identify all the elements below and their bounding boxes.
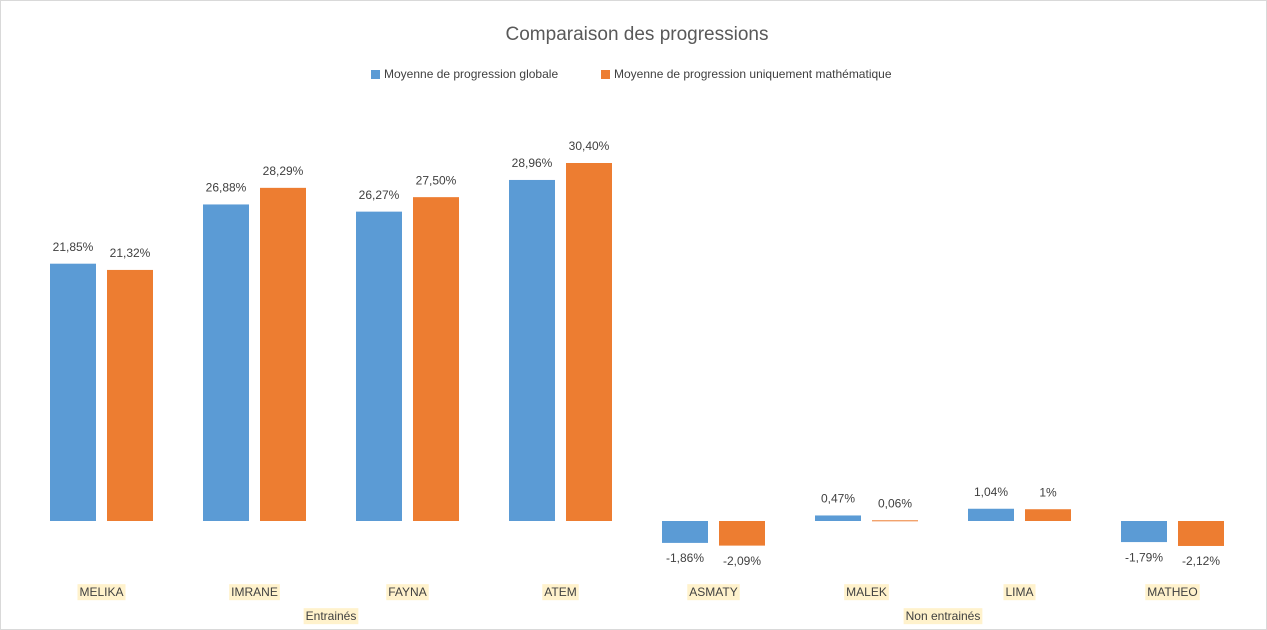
legend-label: Moyenne de progression globale bbox=[384, 67, 558, 81]
x-tick-label-bg bbox=[77, 584, 126, 601]
bar bbox=[1025, 509, 1071, 521]
data-label: 0,47% bbox=[821, 492, 855, 506]
data-label: -2,12% bbox=[1182, 554, 1220, 568]
data-label: 26,27% bbox=[359, 188, 400, 202]
x-tick-label-bg bbox=[386, 584, 429, 601]
bar bbox=[662, 521, 708, 543]
x-tick-label: MALEK bbox=[846, 585, 887, 599]
data-label: 0,06% bbox=[878, 496, 912, 510]
x-tick-label: LIMA bbox=[1005, 585, 1033, 599]
x-tick-label-bg bbox=[844, 584, 889, 601]
bar bbox=[50, 263, 96, 521]
bar bbox=[413, 197, 459, 522]
bar bbox=[566, 163, 612, 521]
data-label: 21,85% bbox=[53, 240, 94, 254]
data-label: 28,29% bbox=[263, 164, 304, 178]
legend-label: Moyenne de progression uniquement mathém… bbox=[614, 67, 892, 81]
x-tick-label: ATEM bbox=[544, 585, 576, 599]
bar bbox=[815, 515, 861, 521]
legend-swatch bbox=[371, 70, 380, 79]
x-tick-label-bg bbox=[1145, 584, 1200, 601]
data-label: 27,50% bbox=[416, 173, 457, 187]
bar bbox=[356, 211, 402, 522]
bar bbox=[719, 521, 765, 546]
x-tick-label-bg bbox=[687, 584, 740, 601]
chart-title: Comparaison des progressions bbox=[506, 24, 769, 45]
bar bbox=[968, 508, 1014, 521]
x-tick-label: FAYNA bbox=[388, 585, 426, 599]
bar bbox=[509, 179, 555, 522]
x-tick-label-bg bbox=[542, 584, 579, 601]
x-tick-label: IMRANE bbox=[231, 585, 278, 599]
group-label-bg bbox=[303, 608, 359, 625]
x-tick-label: ASMATY bbox=[689, 585, 737, 599]
data-label: 26,88% bbox=[206, 181, 247, 195]
bar bbox=[1178, 521, 1224, 546]
group-label: Non entrainés bbox=[906, 609, 981, 623]
bar bbox=[1121, 521, 1167, 543]
bar bbox=[203, 204, 249, 521]
x-tick-label-bg bbox=[1003, 584, 1036, 601]
data-label: 1% bbox=[1039, 485, 1057, 499]
bar bbox=[107, 269, 153, 521]
data-label: 21,32% bbox=[110, 246, 151, 260]
x-tick-label: MELIKA bbox=[79, 585, 123, 599]
data-label: -1,86% bbox=[666, 551, 704, 565]
data-label: -2,09% bbox=[723, 554, 761, 568]
x-tick-label: MATHEO bbox=[1147, 585, 1197, 599]
bar bbox=[872, 520, 918, 522]
data-label: 28,96% bbox=[512, 156, 553, 170]
data-label: 1,04% bbox=[974, 485, 1008, 499]
x-tick-label-bg bbox=[229, 584, 280, 601]
group-label-bg bbox=[903, 608, 983, 625]
data-label: 30,40% bbox=[569, 139, 610, 153]
group-label: Entrainés bbox=[306, 609, 357, 623]
data-label: -1,79% bbox=[1125, 550, 1163, 564]
bar bbox=[260, 187, 306, 521]
legend-swatch bbox=[601, 70, 610, 79]
